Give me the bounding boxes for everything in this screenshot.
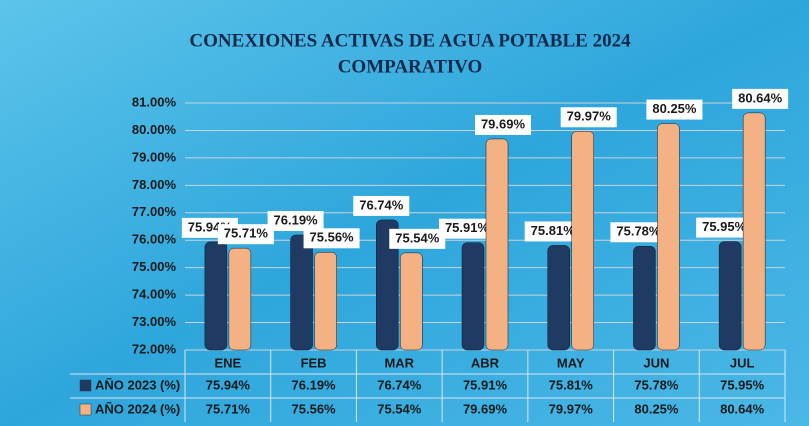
value-label: 76.19% (274, 212, 319, 227)
value-label: 79.97% (567, 109, 612, 124)
legend-label: AÑO 2024 (%) (95, 401, 180, 416)
bar (657, 124, 679, 350)
chart: CONEXIONES ACTIVAS DE AGUA POTABLE 2024 … (0, 0, 809, 426)
bar (229, 248, 251, 350)
table-cell: 75.54% (377, 401, 422, 416)
x-tick-label: MAR (384, 355, 414, 370)
x-tick-label: MAY (557, 355, 585, 370)
y-tick-label: 74.00% (132, 287, 177, 302)
table-cell: 80.25% (634, 401, 679, 416)
y-tick-label: 78.00% (132, 177, 177, 192)
bar (486, 139, 508, 350)
table-cell: 75.94% (206, 377, 251, 392)
bar (633, 246, 655, 350)
bar (205, 242, 227, 350)
bar (315, 252, 337, 350)
bar (291, 235, 313, 350)
bar (572, 131, 594, 350)
legend-key (80, 404, 91, 415)
y-tick-label: 79.00% (132, 149, 177, 164)
x-tick-label: JUL (730, 355, 755, 370)
x-tick-label: ENE (214, 355, 241, 370)
value-label: 75.56% (310, 230, 355, 245)
legend-label: AÑO 2023 (%) (95, 377, 180, 392)
table-cell: 75.91% (463, 377, 508, 392)
y-tick-label: 81.00% (132, 94, 177, 109)
y-tick-label: 76.00% (132, 232, 177, 247)
x-tick-label: FEB (301, 355, 327, 370)
y-tick-label: 75.00% (132, 259, 177, 274)
value-label: 75.54% (395, 230, 440, 245)
table-cell: 76.74% (377, 377, 422, 392)
value-label: 75.95% (702, 219, 747, 234)
value-label: 76.74% (359, 197, 404, 212)
y-tick-label: 77.00% (132, 204, 177, 219)
value-label: 75.71% (224, 226, 269, 241)
table-cell: 75.56% (292, 401, 337, 416)
y-tick-label: 72.00% (132, 341, 177, 356)
value-label: 80.64% (738, 90, 783, 105)
table-cell: 75.95% (720, 377, 765, 392)
table-cell: 75.71% (206, 401, 251, 416)
value-label: 75.78% (616, 224, 661, 239)
value-label: 75.81% (531, 223, 576, 238)
table-cell: 80.64% (720, 401, 765, 416)
value-label: 80.25% (652, 101, 697, 116)
table-cell: 75.78% (634, 377, 679, 392)
y-tick-label: 73.00% (132, 314, 177, 329)
legend-key (80, 380, 91, 391)
table-cell: 76.19% (292, 377, 337, 392)
y-tick-label: 80.00% (132, 122, 177, 137)
bar (548, 245, 570, 350)
value-label: 75.91% (445, 220, 490, 235)
x-tick-label: ABR (471, 355, 500, 370)
bar (719, 242, 741, 350)
table-cell: 79.97% (549, 401, 594, 416)
bar (400, 253, 422, 350)
page: CONEXIONES ACTIVAS DE AGUA POTABLE 2024 … (0, 0, 809, 426)
bar (462, 243, 484, 350)
x-tick-label: JUN (643, 355, 669, 370)
table-cell: 79.69% (463, 401, 508, 416)
table-cell: 75.81% (549, 377, 594, 392)
bar (743, 113, 765, 350)
chart-subtitle: COMPARATIVO (338, 56, 483, 77)
chart-title: CONEXIONES ACTIVAS DE AGUA POTABLE 2024 (189, 30, 631, 51)
value-label: 79.69% (481, 116, 526, 131)
